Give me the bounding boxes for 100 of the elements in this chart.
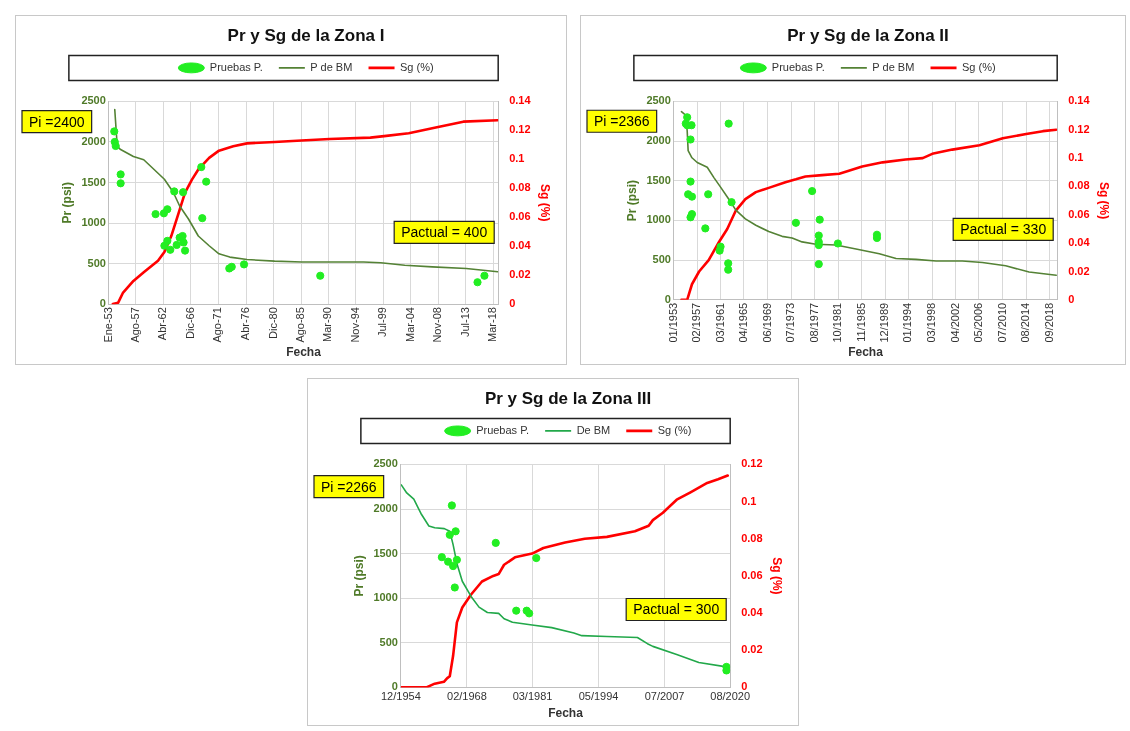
x-tick-label: Mar-18 [486, 307, 499, 342]
y2-tick-label: 0.02 [509, 268, 531, 281]
x-axis-title: Fecha [848, 345, 884, 360]
y-tick-label: 0 [391, 680, 398, 693]
y2-tick-label: 0.12 [509, 123, 531, 136]
x-tick-label: 05/1994 [578, 690, 619, 703]
chart-title: Pr y Sg de la Zona I [227, 25, 385, 45]
legend-label: Sg (%) [962, 60, 996, 73]
y-tick-label: 2500 [373, 457, 398, 470]
x-tick-label: 08/2020 [710, 690, 751, 703]
y2-tick-label: 0.1 [1068, 151, 1084, 164]
text: Pi =2400 [28, 113, 85, 130]
x-tick-label: 01/1953 [666, 302, 679, 343]
y2-tick-label: 0.04 [1068, 236, 1091, 249]
legend-label: P de BM [872, 60, 915, 73]
x-tick-label: Ago-57 [128, 307, 141, 343]
y-tick-label: 1000 [81, 216, 106, 229]
x-tick-label: 03/1998 [925, 302, 938, 343]
x-tick-label: 01/1994 [901, 302, 914, 343]
x-tick-label: Jul-13 [458, 307, 471, 338]
x-tick-label: Dic-80 [266, 307, 279, 339]
x-tick-label: Nov-08 [431, 307, 444, 343]
y-axis-title: Pr (psi) [351, 555, 366, 597]
y-tick-label: 2000 [81, 134, 106, 147]
x-tick-label: 07/2007 [644, 690, 685, 703]
y-tick-label: 1000 [373, 591, 398, 604]
x-tick-label: 05/2006 [972, 302, 985, 343]
x-tick-label: Ene-53 [101, 307, 114, 343]
x-tick-label: 02/1957 [690, 302, 703, 343]
y-axis-title: Pr (psi) [59, 182, 74, 224]
annotation: Pactual = 330 [960, 221, 1047, 238]
y2-tick-label: 0.08 [509, 181, 531, 194]
x-tick-label: 04/1965 [736, 302, 749, 343]
y2-tick-label: 0.02 [1068, 264, 1090, 277]
y2-tick-label: 0 [741, 680, 748, 693]
legend-label: Sg (%) [400, 60, 434, 73]
y2-tick-label: 0.14 [1068, 94, 1091, 107]
legend-label: Sg (%) [657, 423, 692, 436]
x-tick-label: 06/1969 [760, 302, 773, 343]
x-tick-label: 02/1968 [447, 690, 487, 703]
y2-tick-label: 0.04 [741, 606, 764, 619]
legend-label: P de BM [310, 60, 353, 73]
y-axis-title: Pr (psi) [624, 179, 639, 222]
y-tick-label: 500 [87, 256, 106, 269]
y-tick-label: 500 [379, 635, 398, 648]
x-tick-label: 03/1981 [512, 690, 553, 703]
x-tick-label: 09/2018 [1042, 302, 1055, 343]
y2-tick-label: 0.12 [741, 457, 763, 470]
y2-tick-label: 0.1 [509, 152, 525, 165]
x-tick-label: 08/1977 [807, 302, 820, 343]
x-tick-label: 03/1961 [713, 302, 726, 343]
legend-label: Pruebas P. [476, 423, 530, 436]
y2-tick-label: 0.06 [1068, 207, 1090, 220]
x-tick-label: 08/2014 [1019, 302, 1032, 343]
y2-tick-label: 0.04 [509, 239, 532, 252]
y2-tick-label: 0 [509, 297, 516, 310]
x-tick-label: Jul-99 [376, 307, 389, 338]
y2-axis-title: Sg (%) [770, 557, 785, 595]
x-tick-label: 10/1981 [831, 302, 844, 343]
y2-tick-label: 0.12 [1068, 122, 1090, 135]
y-tick-label: 1500 [373, 546, 398, 559]
y2-tick-label: 0 [1068, 292, 1075, 305]
annotation: Pactual = 400 [401, 224, 488, 241]
x-tick-label: Abr-62 [156, 307, 169, 341]
y2-tick-label: 0.14 [509, 94, 532, 107]
x-tick-label: 07/1973 [784, 302, 797, 343]
text: Pi =2266 [320, 478, 377, 495]
x-tick-label: 07/2010 [995, 302, 1008, 343]
y-tick-label: 1000 [646, 213, 671, 226]
x-tick-label: 11/1985 [854, 302, 867, 342]
y-tick-label: 1500 [81, 175, 106, 188]
chart-title: Pr y Sg de la Zona III [484, 388, 652, 408]
x-tick-label: 12/1989 [878, 302, 891, 343]
y2-tick-label: 0.1 [741, 494, 757, 507]
text: Pi =2366 [593, 113, 650, 130]
x-tick-label: 12/1954 [380, 690, 421, 703]
y2-axis-title: Sg (%) [538, 184, 553, 222]
legend-label: Pruebas P. [209, 60, 263, 73]
y-tick-label: 1500 [646, 173, 671, 186]
y-tick-label: 2000 [646, 134, 671, 147]
x-axis-title: Fecha [286, 345, 322, 360]
annotation: Pactual = 300 [633, 601, 720, 618]
x-tick-label: Ago-85 [294, 307, 307, 343]
x-tick-label: Mar-04 [403, 307, 416, 342]
x-tick-label: Abr-76 [239, 307, 252, 341]
y2-axis-title: Sg (%) [1097, 181, 1112, 220]
y-tick-label: 2500 [81, 94, 106, 107]
legend-label: Pruebas P. [771, 60, 825, 73]
y-tick-label: 2500 [646, 94, 671, 107]
y-tick-label: 500 [652, 253, 671, 266]
y2-tick-label: 0.08 [1068, 179, 1090, 192]
legend-label: De BM [576, 423, 611, 436]
chart-title: Pr y Sg de la Zona II [787, 25, 949, 45]
x-tick-label: Dic-66 [183, 307, 196, 339]
y-tick-label: 2000 [373, 502, 398, 515]
x-tick-label: Nov-94 [348, 307, 361, 343]
x-axis-title: Fecha [548, 706, 584, 721]
x-tick-label: Mar-90 [321, 307, 334, 342]
y2-tick-label: 0.02 [741, 643, 763, 656]
y2-tick-label: 0.08 [741, 531, 763, 544]
